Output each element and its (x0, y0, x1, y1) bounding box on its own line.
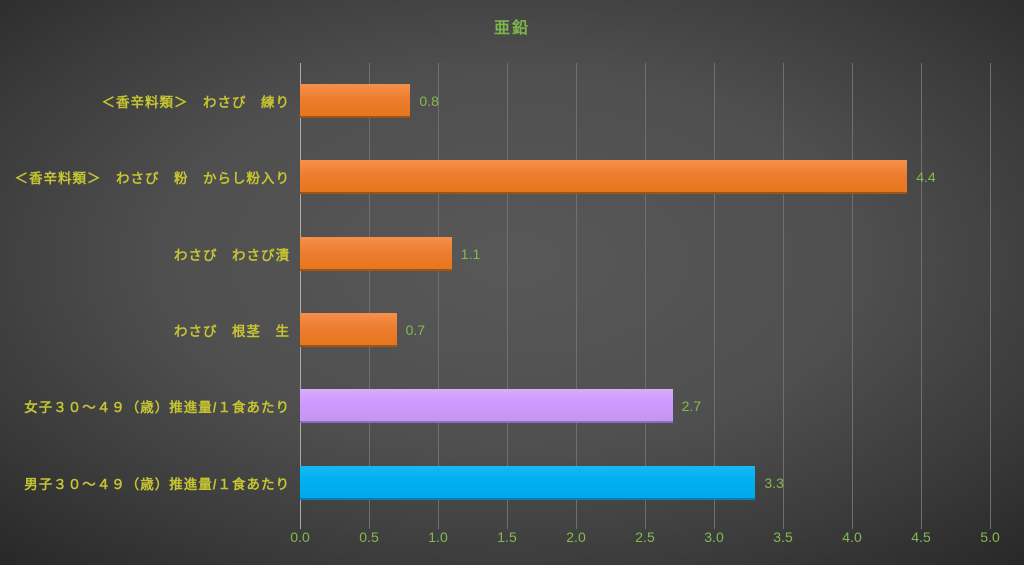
chart-title: 亜鉛 (493, 20, 530, 37)
bar-male_ref (300, 465, 756, 500)
gridline (507, 63, 508, 529)
gridline (438, 63, 439, 529)
value-label: 0.7 (405, 322, 426, 339)
gridline (921, 63, 922, 529)
bar-food (300, 313, 397, 348)
gridline (783, 63, 784, 529)
category-axis: ＜香辛料類＞ わさび 練り ＜香辛料類＞ わさび 粉 からし粉入りわさび わさび漬… (0, 63, 290, 521)
x-tick-label: 2.5 (635, 529, 655, 545)
bar-row: 4.4 (300, 139, 990, 215)
category-label: ＜香辛料類＞ わさび 練り (101, 95, 290, 111)
bar-female_ref (300, 389, 673, 424)
value-label: 2.7 (681, 398, 702, 415)
value-label: 3.3 (764, 474, 784, 491)
plot-area: 0.8 4.4 1.1 0.7 2.7 3.3 (300, 63, 991, 529)
x-tick-label: 0.5 (359, 529, 379, 545)
category-label: 男子３０～４９（歳）推進量/１食あたり (24, 476, 290, 492)
bar-food (300, 84, 411, 119)
value-label: 4.4 (916, 169, 936, 186)
x-tick-label: 1.5 (497, 529, 517, 545)
x-tick-label: 0.0 (290, 529, 310, 545)
x-tick-label: 1.0 (428, 529, 448, 545)
x-tick-label: 3.5 (773, 529, 793, 545)
value-label: 1.1 (460, 245, 481, 262)
gridline (852, 63, 853, 529)
bar-row: 0.7 (300, 292, 990, 368)
gridline (645, 63, 646, 529)
x-tick-label: 2.0 (566, 529, 586, 545)
x-tick-label: 4.0 (842, 529, 862, 545)
gridline (369, 63, 370, 529)
x-tick-label: 4.5 (911, 529, 931, 545)
value-label: 0.8 (419, 93, 439, 110)
bar-row: 3.3 (300, 445, 990, 521)
category-label: わさび 根茎 生 (174, 324, 290, 340)
bar-row: 2.7 (300, 368, 990, 444)
value-axis: 0.0 0.5 1.0 1.5 2.0 2.5 3.0 3.5 4.0 4.5 5.0 (290, 529, 999, 549)
x-tick-label: 3.0 (704, 529, 724, 545)
bar-row: 0.8 (300, 63, 990, 139)
bar-row: 1.1 (300, 216, 990, 292)
bar-food (300, 236, 452, 271)
gridline (576, 63, 577, 529)
category-label: ＜香辛料類＞ わさび 粉 からし粉入り (14, 171, 290, 187)
gridline (990, 63, 991, 529)
bar-food (300, 160, 908, 195)
x-tick-label: 5.0 (980, 529, 1000, 545)
value-axis-line (300, 63, 301, 529)
gridline (714, 63, 715, 529)
category-label: わさび わさび漬 (174, 247, 290, 263)
category-label: 女子３０～４９（歳）推進量/１食あたり (24, 400, 290, 416)
